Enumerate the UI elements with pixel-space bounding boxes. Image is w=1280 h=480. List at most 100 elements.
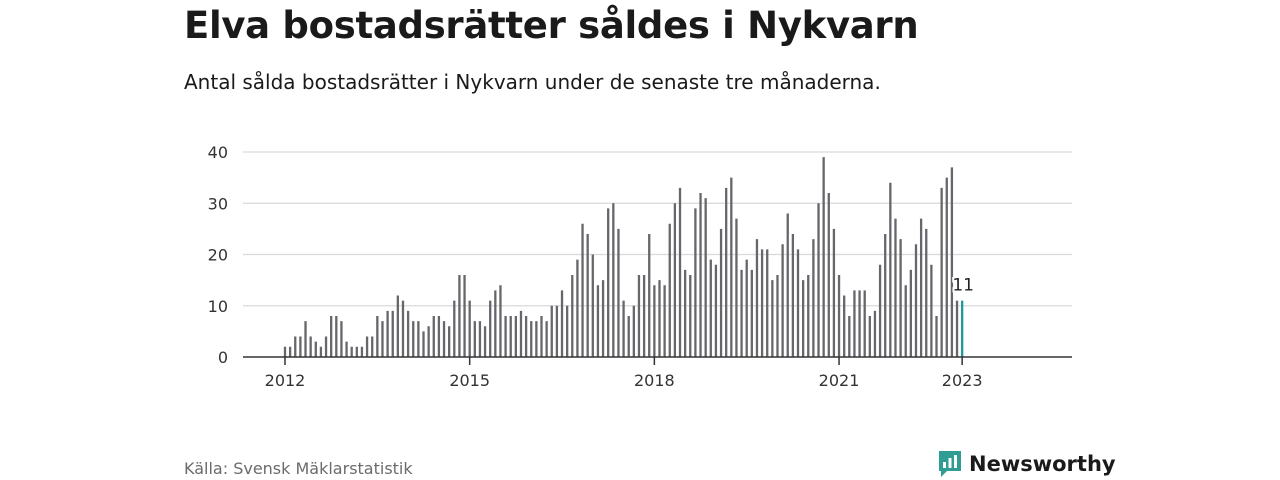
bar (878, 264, 882, 357)
bar (745, 259, 748, 358)
bar (540, 316, 543, 357)
bar (314, 341, 317, 358)
bar (365, 336, 369, 357)
bar (437, 316, 441, 357)
bar (571, 275, 574, 357)
bar (519, 310, 523, 358)
bar (468, 300, 471, 358)
bar (463, 275, 466, 357)
data-labels: 11 (950, 274, 976, 298)
bar (401, 300, 405, 358)
bar (335, 316, 338, 357)
bar (689, 275, 692, 357)
bar (909, 269, 913, 358)
bar (627, 316, 630, 357)
brand-logo[interactable]: Newsworthy (937, 449, 1116, 479)
bar (868, 316, 871, 357)
bar (376, 316, 379, 357)
bar (704, 198, 707, 358)
bar (304, 321, 307, 358)
bar (817, 203, 820, 357)
bar (709, 259, 712, 358)
bar (566, 305, 569, 357)
bar (478, 321, 482, 358)
brand-name: Newsworthy (969, 452, 1116, 476)
y-tick-label: 20 (208, 246, 228, 265)
bar (663, 285, 666, 357)
bar (607, 208, 610, 358)
bar (673, 203, 677, 357)
bar (499, 285, 502, 357)
bar (694, 208, 697, 358)
bar (832, 228, 836, 358)
bar (776, 275, 779, 357)
y-tick-label: 10 (208, 297, 228, 316)
bar (545, 321, 548, 358)
bar (514, 316, 517, 357)
bar (955, 300, 959, 358)
bar (386, 310, 389, 358)
bar (288, 346, 292, 357)
x-tick-label: 2015 (449, 371, 490, 390)
y-axis: 0 10 20 30 40 (208, 143, 228, 367)
bar (432, 316, 435, 357)
bar (596, 285, 600, 357)
bar (530, 321, 533, 358)
bar (637, 275, 641, 357)
bar (299, 336, 302, 357)
bar (360, 346, 364, 357)
bar (781, 244, 784, 357)
bar (350, 346, 353, 357)
bar (863, 290, 866, 358)
bar (914, 244, 918, 357)
chart-title: Elva bostadsrätter såldes i Nykvarn (184, 4, 919, 47)
bar (324, 336, 328, 357)
x-tick-label: 2018 (634, 371, 675, 390)
bar (648, 234, 651, 357)
bar (766, 249, 769, 358)
bar (371, 336, 374, 357)
y-tick-label: 30 (208, 194, 228, 213)
bar (658, 280, 661, 358)
bar (406, 310, 410, 358)
source-note: Källa: Svensk Mäklarstatistik (184, 459, 413, 478)
bar (340, 321, 343, 358)
bar (843, 295, 846, 357)
bar (448, 326, 451, 357)
bar (771, 280, 774, 358)
bar (524, 316, 528, 357)
bar (355, 346, 358, 357)
bar (668, 223, 671, 357)
bar-highlight (961, 300, 964, 358)
bar (591, 254, 594, 357)
bar (489, 300, 492, 358)
bar (381, 321, 384, 358)
bar (453, 300, 456, 358)
x-tick-label: 2023 (942, 371, 983, 390)
bar (837, 275, 841, 357)
bar (622, 300, 625, 358)
bar (925, 228, 928, 358)
bar (442, 321, 446, 358)
bar (786, 213, 789, 357)
bar (894, 218, 897, 358)
bar (791, 234, 795, 357)
bar (930, 264, 933, 357)
bar (807, 275, 810, 357)
bar (750, 269, 753, 358)
bar (309, 336, 312, 357)
newsworthy-logo-icon (939, 451, 961, 477)
bar (889, 182, 892, 357)
bar (601, 280, 605, 358)
y-tick-label: 0 (218, 348, 228, 367)
bar (858, 290, 861, 358)
bar (796, 249, 800, 358)
bar (345, 341, 348, 358)
bar (919, 218, 923, 358)
bar (586, 234, 589, 357)
bar (458, 275, 461, 357)
bar (884, 234, 887, 357)
bar (330, 316, 333, 357)
bar (945, 177, 948, 358)
bar (950, 167, 954, 358)
